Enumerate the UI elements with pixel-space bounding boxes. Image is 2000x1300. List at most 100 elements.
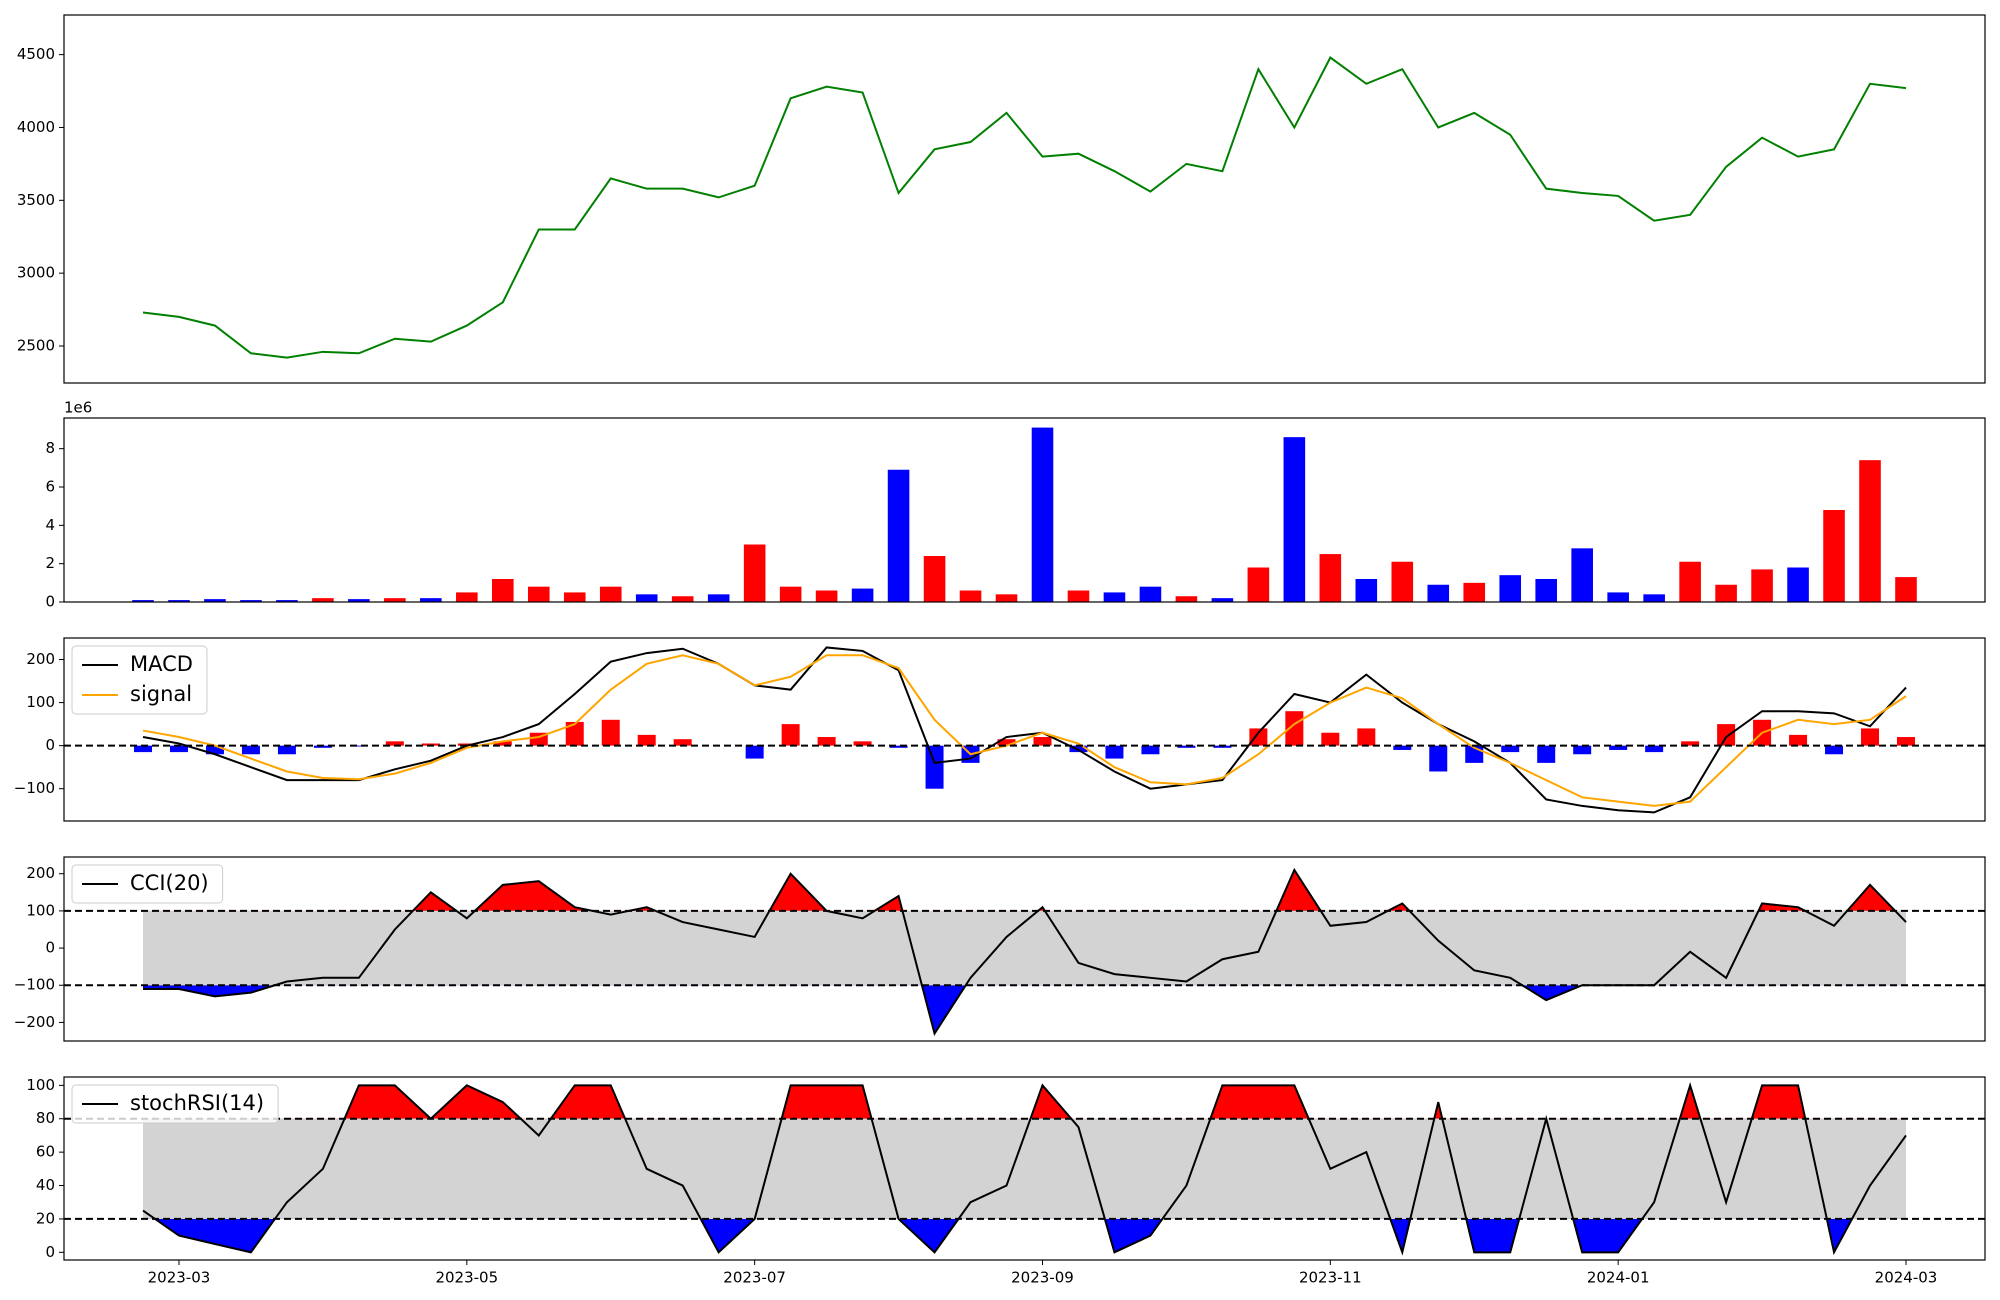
bar <box>959 590 982 602</box>
bar <box>1283 437 1306 602</box>
histogram-bar <box>889 745 908 748</box>
bar <box>923 556 946 602</box>
bar <box>995 594 1018 602</box>
legend: MACD signal <box>71 645 208 715</box>
above-fill <box>143 1085 1906 1119</box>
bar <box>1679 561 1701 602</box>
x-tick-label: 2023-03 <box>148 1269 211 1287</box>
histogram-bar <box>1321 732 1340 746</box>
y-tick-label: 40 <box>36 1176 55 1194</box>
x-tick-label: 2023-07 <box>723 1269 786 1287</box>
y-tick-label: 100 <box>26 1076 55 1094</box>
legend-label: stochRSI(14) <box>130 1091 264 1115</box>
bar <box>887 469 910 602</box>
bar <box>599 586 622 602</box>
series-line <box>142 1081 1907 1256</box>
bar <box>1535 579 1557 602</box>
bar <box>527 586 550 602</box>
histogram-bar <box>853 741 872 746</box>
histogram-bar <box>673 739 692 746</box>
histogram-bar <box>637 734 656 746</box>
bar <box>276 600 298 602</box>
bar <box>779 586 802 602</box>
histogram-bar <box>1609 745 1628 750</box>
histogram-bar <box>565 721 584 746</box>
histogram-bar <box>1681 741 1700 746</box>
histogram-bar <box>1177 745 1196 748</box>
bar <box>1715 584 1737 602</box>
bar <box>1031 427 1054 602</box>
bar <box>312 598 334 602</box>
bar <box>1499 575 1522 602</box>
y-tick-label: 0 <box>45 939 55 957</box>
x-tick-label: 2024-03 <box>1875 1269 1938 1287</box>
offset-label: 1e6 <box>64 399 92 417</box>
series-line <box>142 56 1907 359</box>
histogram-bar <box>241 745 260 755</box>
series-line <box>142 654 1907 807</box>
y-tick-label: 0 <box>45 1243 55 1261</box>
histogram-bar <box>925 745 944 789</box>
bar <box>1427 584 1450 602</box>
bar <box>348 599 370 602</box>
legend-label: MACD <box>130 652 193 676</box>
bar <box>1211 598 1234 602</box>
histogram-bar <box>1213 745 1232 748</box>
bar <box>1787 567 1809 602</box>
bar <box>1463 582 1486 602</box>
above-fill <box>412 870 1896 911</box>
plot-frame <box>63 856 1986 1042</box>
y-tick-label: 200 <box>26 650 55 668</box>
y-tick-label: 2 <box>45 554 55 572</box>
bar <box>132 600 154 602</box>
histogram-bar <box>1537 745 1556 763</box>
bar <box>743 544 766 602</box>
plot-frame <box>63 1076 1986 1261</box>
y-tick-label: 4500 <box>17 45 55 63</box>
legend: CCI(20) <box>71 864 224 904</box>
histogram-bar <box>1573 745 1592 755</box>
y-tick-label: 100 <box>26 693 55 711</box>
bar <box>420 598 442 602</box>
series-line <box>143 867 1907 1037</box>
bar <box>1355 579 1378 602</box>
bar <box>456 592 478 602</box>
histogram-bar <box>313 745 332 748</box>
series-line <box>142 646 1907 814</box>
histogram-bar <box>1249 728 1268 746</box>
histogram-bar <box>205 745 224 755</box>
histogram-bar <box>349 745 368 747</box>
y-tick-label: 80 <box>36 1109 55 1127</box>
bar <box>815 590 838 602</box>
y-tick-label: 6 <box>45 478 55 496</box>
histogram-bar <box>997 739 1016 746</box>
bar <box>240 600 262 602</box>
histogram-bar <box>277 745 296 755</box>
histogram-bar <box>817 737 836 746</box>
bar <box>1823 510 1845 602</box>
histogram-bar <box>1717 724 1736 746</box>
histogram-bar <box>385 741 404 746</box>
bar <box>671 596 694 602</box>
histogram-bar <box>1033 737 1052 746</box>
histogram-bar <box>493 741 512 746</box>
y-tick-label: 0 <box>45 593 55 611</box>
histogram-bar <box>1825 745 1844 755</box>
bar <box>1895 577 1917 602</box>
bar <box>1751 569 1773 602</box>
y-tick-label: −100 <box>14 976 55 994</box>
bar <box>635 594 658 602</box>
plot-frame <box>63 417 1986 603</box>
plot-frame <box>63 637 1986 822</box>
bar <box>1103 592 1126 602</box>
bar <box>1067 590 1090 602</box>
histogram-bar <box>1285 711 1304 746</box>
histogram-bar <box>745 745 764 759</box>
x-tick-label: 2023-11 <box>1299 1269 1362 1287</box>
histogram-bar <box>1357 728 1376 746</box>
y-tick-label: −100 <box>14 779 55 797</box>
y-tick-label: 200 <box>26 864 55 882</box>
y-tick-label: 3500 <box>17 191 55 209</box>
histogram-bar <box>781 724 800 746</box>
